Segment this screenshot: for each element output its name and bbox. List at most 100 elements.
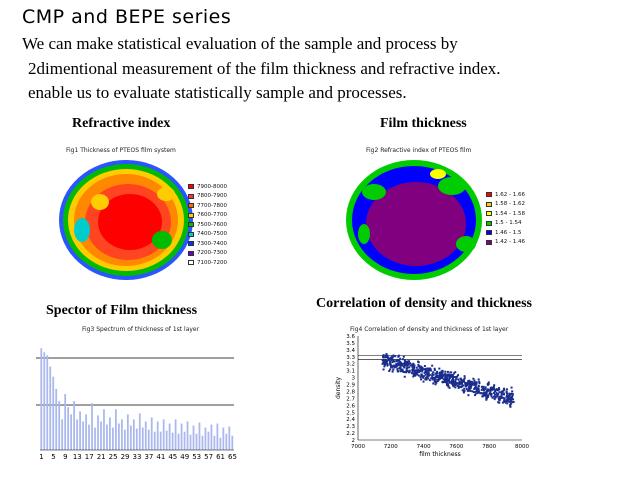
spectrum-bar (126, 414, 129, 450)
scatter-point (498, 391, 501, 394)
scatter-point (389, 363, 392, 366)
scatter-point (493, 384, 496, 387)
legend-entry: 1.42 - 1.46 (486, 238, 525, 248)
spectrum-bar (88, 424, 90, 450)
spectrum-bar (141, 427, 144, 450)
scatter-point (497, 401, 500, 404)
scatter-point (475, 389, 478, 392)
scatter-point (383, 362, 386, 365)
scatter-point (464, 384, 467, 387)
scatter-y-tick-label: 2.8 (346, 389, 355, 395)
scatter-point (452, 377, 455, 380)
spectrum-bar (150, 417, 153, 450)
scatter-point (511, 401, 514, 404)
scatter-point (474, 385, 477, 388)
scatter-point (474, 386, 477, 389)
scatter-point (436, 370, 439, 373)
spectrum-tick-label: 41 (156, 453, 165, 461)
scatter-point (489, 388, 492, 391)
scatter-point (501, 391, 504, 394)
scatter-point (510, 386, 513, 389)
scatter-y-tick-label: 3.3 (346, 355, 355, 361)
caption-refractive-index: Refractive index (72, 116, 171, 131)
legend-swatch (486, 201, 492, 207)
spectrum-bar (123, 429, 126, 450)
scatter-point (422, 375, 425, 378)
scatter-point (486, 383, 489, 386)
scatter-point (492, 385, 495, 388)
scatter-point (386, 354, 389, 357)
scatter-point (455, 377, 458, 380)
scatter-point (405, 371, 408, 374)
scatter-point (486, 396, 489, 399)
scatter-point (493, 395, 496, 398)
scatter-chart: 3.63.53.43.33.23.132.92.82.72.62.52.42.3… (335, 334, 529, 458)
scatter-point (421, 369, 424, 372)
spectrum-bar (118, 423, 120, 450)
scatter-point (473, 391, 476, 394)
scatter-point (485, 398, 488, 401)
spectrum-bar (40, 348, 43, 450)
scatter-point (457, 385, 460, 388)
legend-label: 7400-7500 (197, 231, 227, 238)
scatter-point (436, 378, 439, 381)
scatter-point (413, 364, 416, 367)
scatter-point (425, 378, 428, 381)
legend-swatch (188, 250, 194, 256)
scatter-point (430, 369, 433, 372)
spectrum-bar (100, 421, 102, 450)
scatter-point (395, 360, 398, 363)
legend-entry: 7700-7800 (188, 201, 227, 211)
scatter-point (506, 399, 509, 402)
wafer2-core (366, 182, 466, 266)
scatter-point (401, 364, 404, 367)
scatter-x-tick-label: 7600 (449, 444, 463, 450)
scatter-point (419, 376, 422, 379)
scatter-point (445, 384, 448, 387)
scatter-point (444, 373, 447, 376)
scatter-point (413, 373, 416, 376)
scatter-point (423, 368, 426, 371)
scatter-point (404, 364, 407, 367)
scatter-point (511, 395, 514, 398)
scatter-point (466, 384, 469, 387)
scatter-point (506, 388, 509, 391)
scatter-point (505, 395, 508, 398)
scatter-point (402, 365, 405, 368)
scatter-point (382, 368, 385, 371)
scatter-point (489, 390, 492, 393)
spectrum-tick-label: 5 (51, 453, 55, 461)
scatter-point (462, 384, 465, 387)
scatter-point (388, 359, 391, 362)
legend-label: 7500-7600 (197, 221, 227, 228)
caption-correlation: Correlation of density and thickness (316, 296, 532, 311)
wafer-spot-2 (152, 231, 172, 249)
legend-entry: 7500-7600 (188, 220, 227, 230)
legend-label: 7300-7400 (197, 240, 227, 247)
scatter-point (445, 381, 448, 384)
spectrum-tick-label: 37 (144, 453, 153, 461)
spectrum-panel: Fig3 Spectrum of thickness of 1st layer … (30, 322, 240, 470)
scatter-point (462, 391, 465, 394)
scatter-point (408, 366, 411, 369)
spectrum-tick-label: 33 (133, 453, 142, 461)
scatter-point (443, 380, 446, 383)
scatter-point (409, 362, 412, 365)
scatter-point (392, 354, 395, 357)
scatter-point (489, 393, 492, 396)
scatter-point (450, 371, 453, 374)
scatter-point (476, 388, 479, 391)
scatter-point (500, 396, 503, 399)
spectrum-bar (216, 423, 219, 450)
scatter-point (473, 383, 476, 386)
scatter-point (487, 381, 490, 384)
scatter-point (391, 361, 394, 364)
scatter-y-tick-label: 3.6 (346, 334, 355, 340)
scatter-point (391, 358, 394, 361)
scatter-point (462, 378, 465, 381)
body-line-1: We can make statistical evaluation of th… (22, 34, 458, 53)
scatter-point (438, 373, 441, 376)
spectrum-bar (231, 435, 234, 450)
scatter-point (424, 371, 427, 374)
scatter-point (399, 361, 402, 364)
